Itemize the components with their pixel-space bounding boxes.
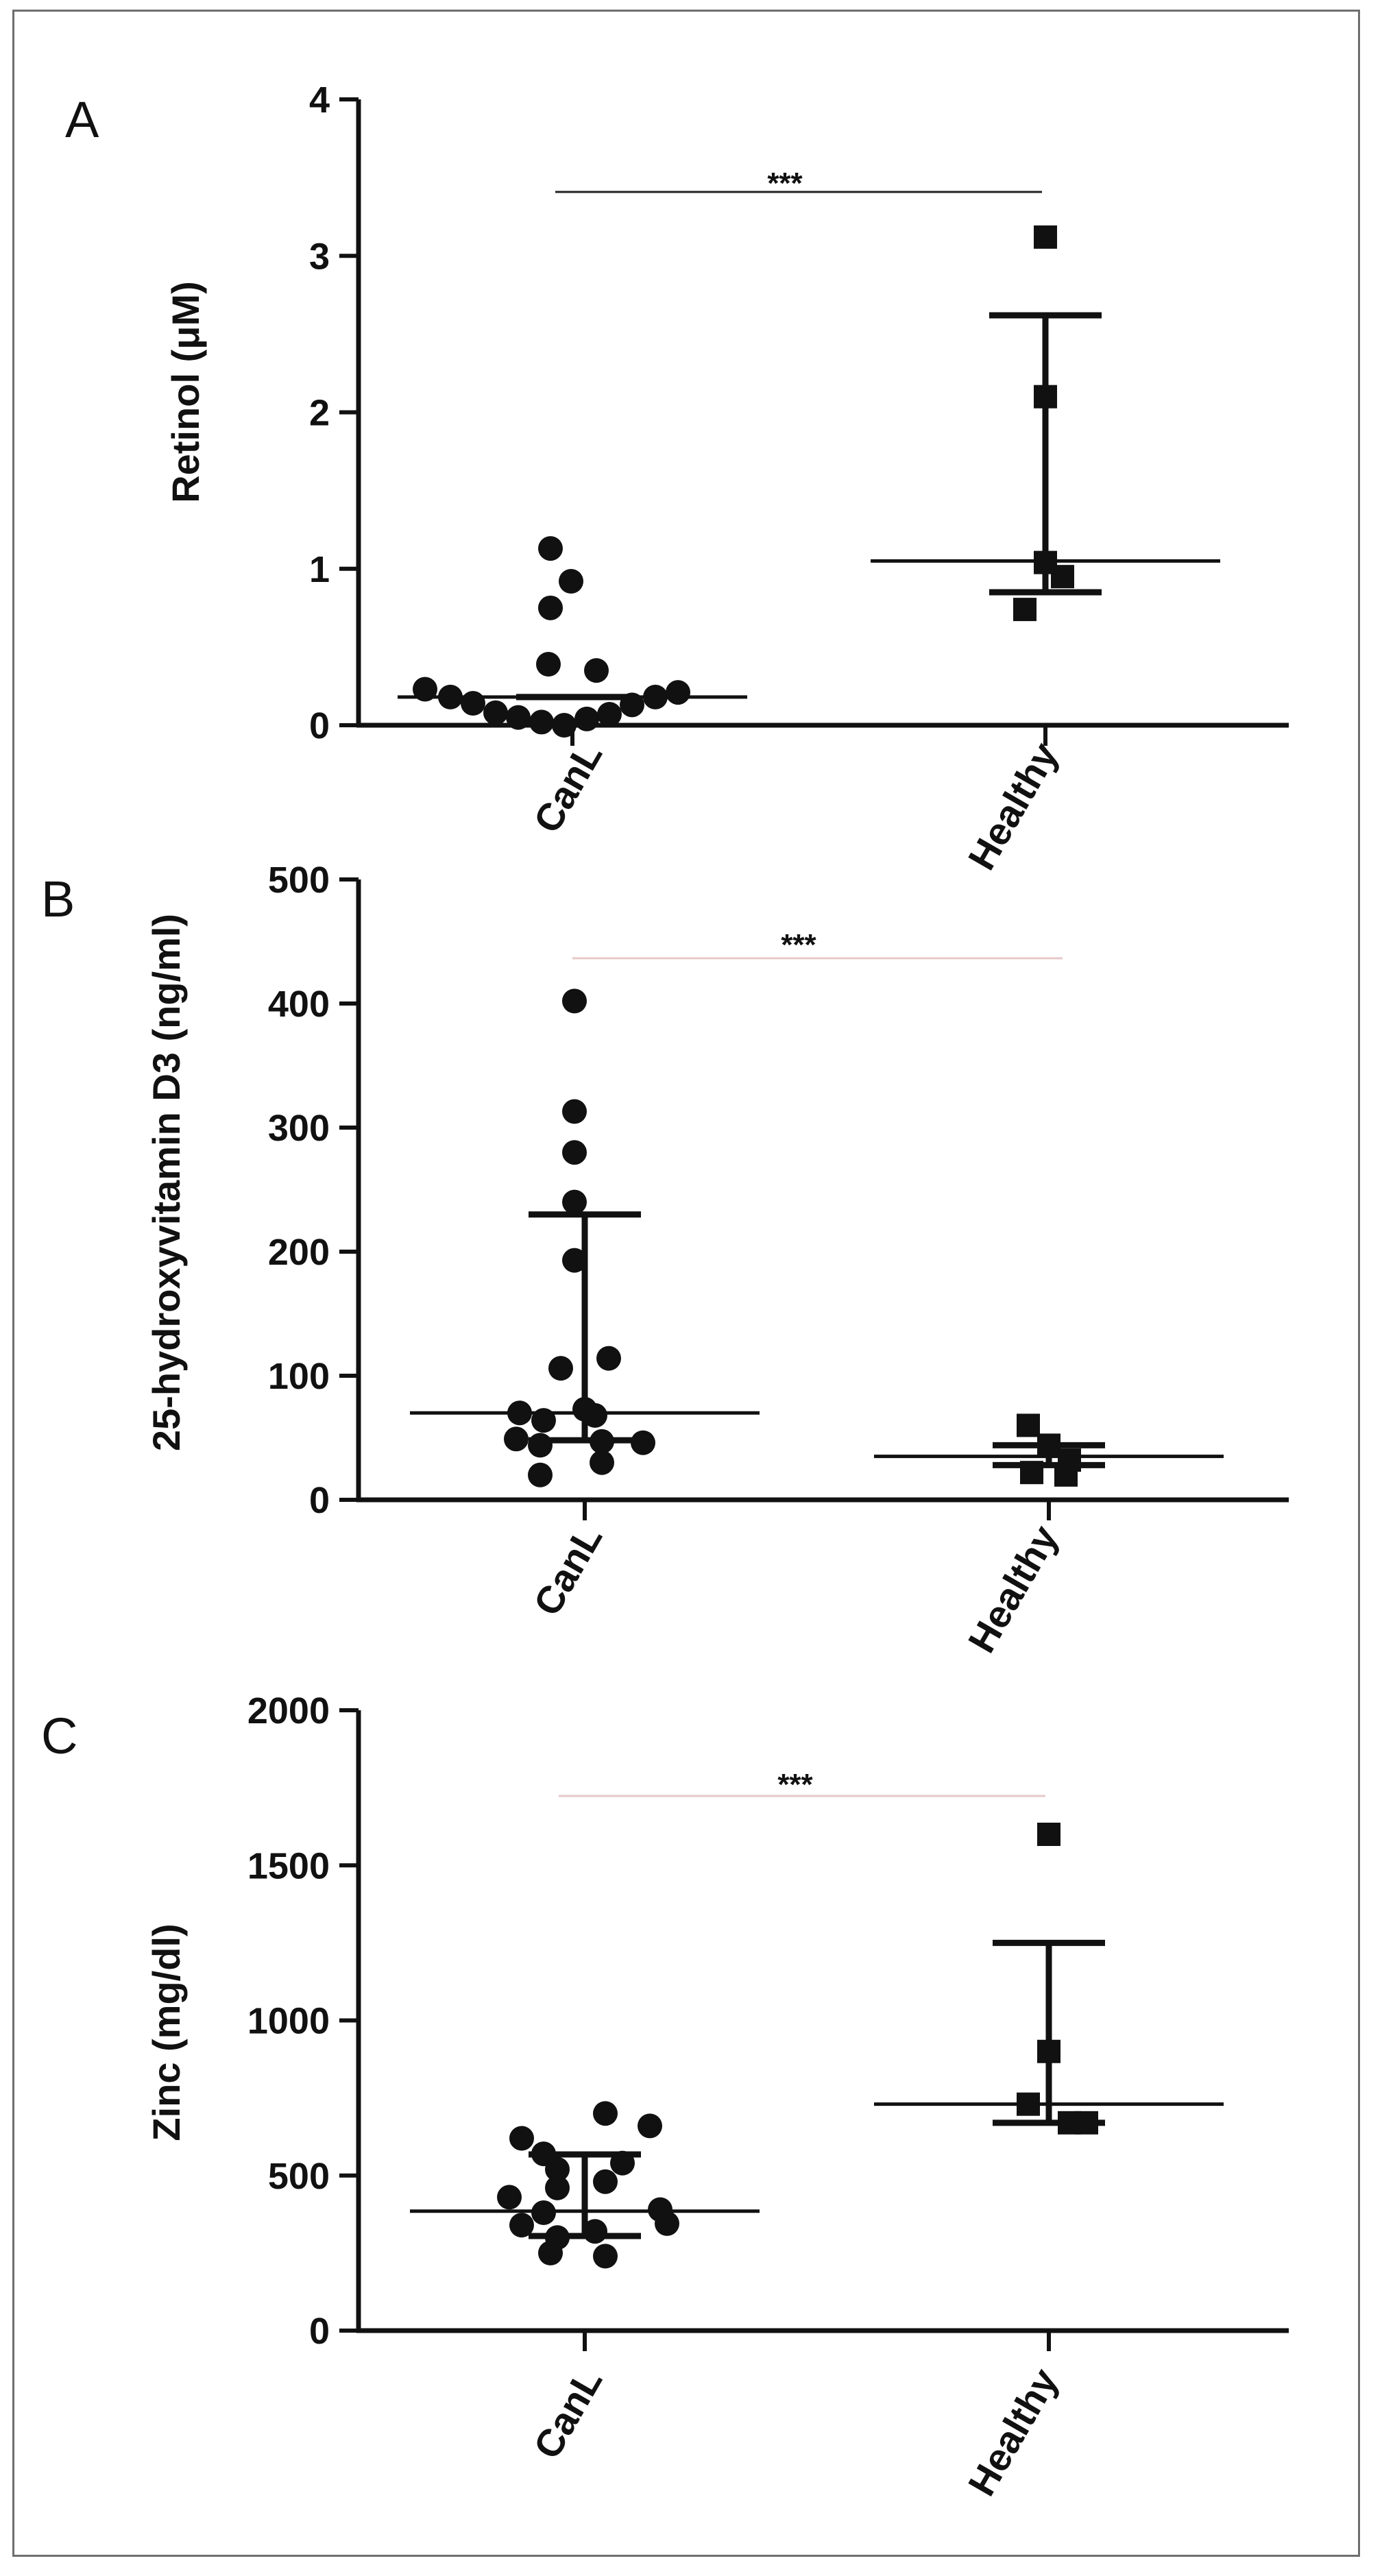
panel-c-canl-point xyxy=(638,2113,662,2139)
panel-b-canl-point xyxy=(528,1462,553,1487)
panel-b-y-tick-label: 500 xyxy=(268,860,330,901)
panel-c-healthy-point xyxy=(1075,2111,1098,2135)
panel-b-canl-point xyxy=(548,1356,573,1381)
panel-b-canl-point xyxy=(596,1346,621,1371)
panel-b-canl-point xyxy=(507,1400,532,1426)
panel-c-y-axis-title: Zinc (mg/dl) xyxy=(145,1923,188,2141)
panel-c-canl-point xyxy=(655,2211,679,2236)
panel-a-canl-point xyxy=(574,706,599,731)
panel-a-y-tick-label: 0 xyxy=(309,705,330,746)
panel-a-category-healthy: Healthy xyxy=(960,736,1067,877)
panel-a-y-tick-label: 1 xyxy=(309,549,330,590)
panel-c: C Zinc (mg/dl) *** CanL Healthy 05001000… xyxy=(41,1690,1289,2503)
panel-b-y-tick-label: 0 xyxy=(309,1480,330,1521)
panel-b-category-canl: CanL xyxy=(525,1518,611,1623)
panel-a-canl-point xyxy=(620,692,644,718)
panel-b-y-tick-label: 200 xyxy=(268,1232,330,1273)
panel-a-y-tick-label: 4 xyxy=(309,80,330,121)
panel-a-y-axis-title: Retinol (μM) xyxy=(164,281,207,503)
panel-b-y-tick-label: 400 xyxy=(268,984,330,1025)
panel-b-healthy-point xyxy=(1017,1413,1040,1437)
panel-c-canl-point xyxy=(497,2185,522,2210)
panel-a-healthy-point xyxy=(1013,598,1036,622)
panel-b-canl-point xyxy=(531,1408,556,1433)
panel-b-canl-point xyxy=(562,1140,587,1165)
panel-b-healthy-point xyxy=(1020,1461,1043,1485)
panel-c-canl-point xyxy=(545,2175,570,2200)
panel-c-canl-point xyxy=(610,2150,635,2176)
panel-b-y-ticks: 0 100 200 300 400 500 xyxy=(268,860,1289,1521)
panel-b-marks xyxy=(410,957,1224,1487)
panel-b-y-tick-label: 300 xyxy=(268,1108,330,1149)
panel-a-canl-point xyxy=(597,702,622,727)
panel-c-category-healthy: Healthy xyxy=(960,2361,1067,2503)
panel-a-healthy-point xyxy=(1034,225,1057,249)
panel-a-canl-point xyxy=(643,684,668,709)
panel-b-y-tick-label: 100 xyxy=(268,1356,330,1397)
panel-a-canl-point xyxy=(461,691,485,716)
panel-a: A Retinol (μM) *** CanL Healthy 0 1 2 3 4 xyxy=(65,80,1289,877)
panel-a-canl-point xyxy=(413,677,437,702)
panel-c-y-tick-label: 0 xyxy=(309,2311,330,2352)
panel-c-canl-point xyxy=(531,2200,556,2226)
panel-b-healthy-point xyxy=(1037,1433,1060,1457)
panel-b-canl-point xyxy=(504,1426,529,1452)
panel-b-canl-point xyxy=(562,1099,587,1124)
panel-b-canl-point xyxy=(631,1430,655,1455)
panel-c-marks xyxy=(410,1795,1224,2269)
panel-b-canl-point xyxy=(590,1429,614,1454)
panel-c-healthy-point xyxy=(1037,1823,1060,1846)
panel-a-canl-point xyxy=(552,713,577,738)
panel-b: B 25-hydroxyvitamin D3 (ng/ml) *** CanL … xyxy=(41,860,1289,1660)
panel-c-canl-point xyxy=(593,2244,618,2269)
panel-c-y-tick-label: 2000 xyxy=(247,1690,330,1731)
panel-b-canl-point xyxy=(528,1433,553,1458)
panel-c-canl-point xyxy=(593,2169,618,2194)
panel-c-y-tick-label: 1500 xyxy=(247,1845,330,1886)
panel-b-canl-point xyxy=(562,1248,587,1273)
panel-c-canl-point xyxy=(583,2219,607,2244)
panel-b-category-healthy: Healthy xyxy=(960,1518,1067,1660)
panel-a-canl-point xyxy=(666,680,690,705)
panel-a-canl-point xyxy=(483,700,508,725)
panel-a-canl-point xyxy=(536,651,561,677)
panel-a-y-tick-label: 3 xyxy=(309,236,330,277)
panel-c-healthy-point xyxy=(1037,2039,1060,2063)
panel-a-canl-point xyxy=(529,709,554,735)
panel-b-canl-point xyxy=(562,1189,587,1215)
panel-a-canl-point xyxy=(584,658,609,683)
panel-b-y-axis-title: 25-hydroxyvitamin D3 (ng/ml) xyxy=(145,914,188,1451)
panel-a-healthy-point xyxy=(1034,385,1057,409)
panel-c-canl-point xyxy=(545,2156,570,2182)
panel-a-canl-point xyxy=(506,705,531,730)
panel-c-letter: C xyxy=(41,1708,77,1764)
panel-c-canl-point xyxy=(509,2213,534,2238)
panel-c-canl-point xyxy=(538,2240,563,2265)
panel-a-category-canl: CanL xyxy=(525,736,611,840)
panel-c-category-canl: CanL xyxy=(525,2361,611,2466)
panel-b-letter: B xyxy=(41,871,75,927)
panel-b-canl-point xyxy=(562,988,587,1014)
panel-a-canl-point xyxy=(538,536,563,561)
panel-c-y-tick-label: 500 xyxy=(268,2156,330,2197)
panel-c-canl-point xyxy=(593,2101,618,2126)
panel-a-canl-point xyxy=(438,684,463,709)
panel-a-canl-point xyxy=(538,595,563,620)
panel-b-canl-point xyxy=(583,1402,607,1428)
panel-c-canl-point xyxy=(509,2126,534,2151)
panel-c-y-tick-label: 1000 xyxy=(247,2001,330,2042)
panel-a-canl-point xyxy=(559,569,583,594)
panel-c-healthy-point xyxy=(1017,2092,1040,2116)
panel-a-letter: A xyxy=(65,91,99,148)
panel-a-significance: *** xyxy=(767,167,803,200)
panel-a-y-tick-label: 2 xyxy=(309,393,330,434)
panel-a-healthy-point xyxy=(1051,565,1074,589)
panel-c-y-ticks: 0 500 1000 1500 2000 xyxy=(247,1690,1289,2352)
figure-frame xyxy=(12,10,1360,2557)
panel-a-marks xyxy=(398,191,1220,738)
panel-b-healthy-point xyxy=(1054,1463,1078,1487)
panel-b-significance: *** xyxy=(781,928,816,962)
panel-b-canl-point xyxy=(590,1450,614,1475)
